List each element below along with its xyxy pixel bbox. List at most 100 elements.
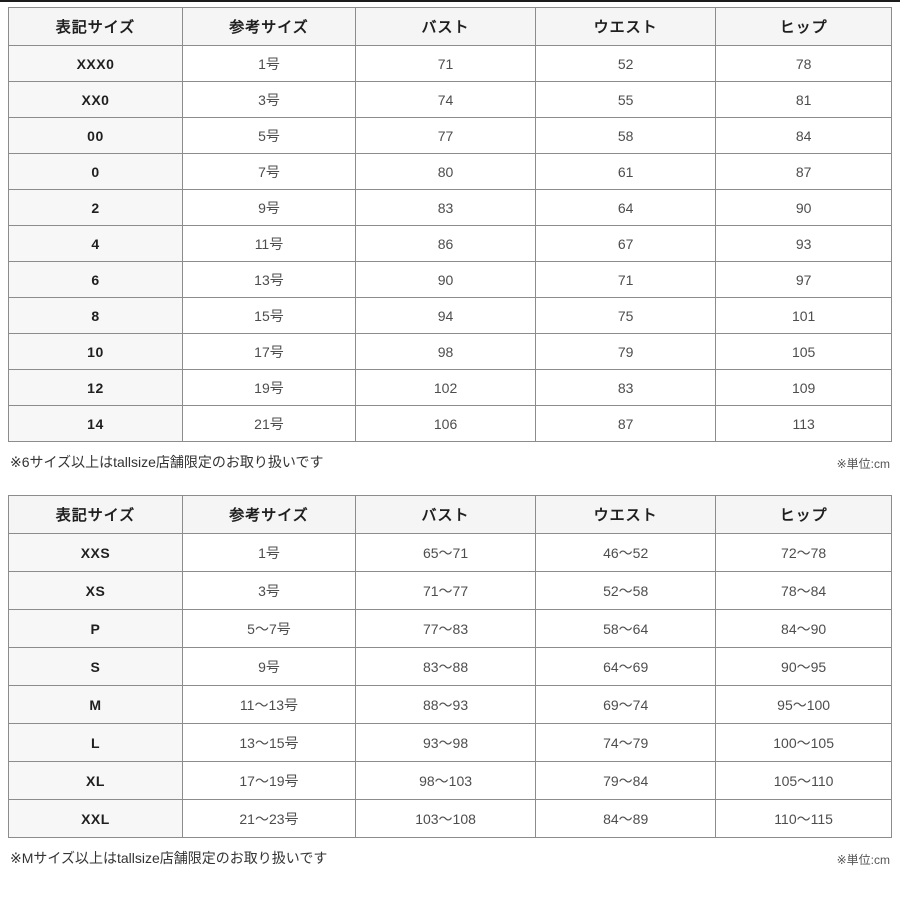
bust-range-cell: 77〜83 [354,609,537,648]
numeric-size-section: 表記サイズ 参考サイズ バスト ウエスト ヒップ XXX0 1号 71 52 7… [8,7,892,472]
bust-value-cell: 83 [354,189,537,226]
bust-value-cell: 98 [354,333,537,370]
hip-value-cell: 81 [715,81,892,118]
bust-range-cell: 88〜93 [354,685,537,724]
reference-size-cell: 9号 [181,189,357,226]
alpha-size-section: 表記サイズ 参考サイズ バスト ウエスト ヒップ XXS 1号 65〜71 46… [8,495,892,868]
numeric-table-notes: ※6サイズ以上はtallsize店舗限定のお取り扱いです ※単位:cm [8,442,892,472]
size-label-cell: 12 [8,369,183,406]
hip-range-cell: 72〜78 [715,533,892,572]
size-label-cell: XL [8,761,183,800]
hip-value-cell: 97 [715,261,892,298]
reference-size-cell: 5号 [181,117,357,154]
hip-value-cell: 87 [715,153,892,190]
table-row: L 13〜15号 93〜98 74〜79 100〜105 [8,723,892,762]
waist-value-cell: 61 [535,153,717,190]
table-row: 0 7号 80 61 87 [8,153,892,190]
table-row: XXL 21〜23号 103〜108 84〜89 110〜115 [8,799,892,838]
hip-value-cell: 90 [715,189,892,226]
hip-value-cell: 105 [715,333,892,370]
table-row: 12 19号 102 83 109 [8,369,892,406]
table-row: 8 15号 94 75 101 [8,297,892,334]
waist-value-cell: 79 [535,333,717,370]
table-row: 00 5号 77 58 84 [8,117,892,154]
bust-value-cell: 106 [354,405,537,442]
reference-size-cell: 5〜7号 [181,609,357,648]
size-label-cell: XXS [8,533,183,572]
table-row: 2 9号 83 64 90 [8,189,892,226]
size-label-cell: XXL [8,799,183,838]
waist-range-cell: 84〜89 [535,799,717,838]
reference-size-cell: 19号 [181,369,357,406]
size-label-cell: 0 [8,153,183,190]
size-label-cell: 14 [8,405,183,442]
waist-value-cell: 87 [535,405,717,442]
size-label-cell: S [8,647,183,686]
hip-range-cell: 90〜95 [715,647,892,686]
size-label-cell: 4 [8,225,183,262]
numeric-size-table: 表記サイズ 参考サイズ バスト ウエスト ヒップ XXX0 1号 71 52 7… [8,7,892,442]
hip-range-cell: 84〜90 [715,609,892,648]
alpha-table-body: XXS 1号 65〜71 46〜52 72〜78 XS 3号 71〜77 52〜… [8,533,892,838]
hip-value-cell: 93 [715,225,892,262]
unit-note: ※単位:cm [836,853,890,867]
waist-value-cell: 75 [535,297,717,334]
col-header-bust: バスト [354,7,537,46]
reference-size-cell: 3号 [181,571,357,610]
col-header-display-size: 表記サイズ [8,495,183,534]
waist-value-cell: 52 [535,45,717,82]
col-header-hip: ヒップ [715,7,892,46]
bust-value-cell: 102 [354,369,537,406]
reference-size-cell: 7号 [181,153,357,190]
size-label-cell: L [8,723,183,762]
waist-range-cell: 79〜84 [535,761,717,800]
col-header-waist: ウエスト [535,7,717,46]
bust-range-cell: 83〜88 [354,647,537,686]
reference-size-cell: 1号 [181,45,357,82]
col-header-display-size: 表記サイズ [8,7,183,46]
reference-size-cell: 15号 [181,297,357,334]
table-row: XXX0 1号 71 52 78 [8,45,892,82]
bust-value-cell: 77 [354,117,537,154]
hip-range-cell: 110〜115 [715,799,892,838]
alpha-table-notes: ※Mサイズ以上はtallsize店舗限定のお取り扱いです ※単位:cm [8,838,892,868]
size-label-cell: 00 [8,117,183,154]
table-row: 14 21号 106 87 113 [8,405,892,442]
table-row: P 5〜7号 77〜83 58〜64 84〜90 [8,609,892,648]
alpha-size-table: 表記サイズ 参考サイズ バスト ウエスト ヒップ XXS 1号 65〜71 46… [8,495,892,838]
hip-value-cell: 84 [715,117,892,154]
table-row: M 11〜13号 88〜93 69〜74 95〜100 [8,685,892,724]
waist-value-cell: 64 [535,189,717,226]
reference-size-cell: 11号 [181,225,357,262]
reference-size-cell: 21号 [181,405,357,442]
size-label-cell: 6 [8,261,183,298]
header-row: 表記サイズ 参考サイズ バスト ウエスト ヒップ [8,7,892,46]
waist-range-cell: 64〜69 [535,647,717,686]
waist-range-cell: 74〜79 [535,723,717,762]
tallsize-availability-note: ※6サイズ以上はtallsize店舗限定のお取り扱いです [10,454,324,470]
bust-value-cell: 71 [354,45,537,82]
bust-range-cell: 98〜103 [354,761,537,800]
tallsize-availability-note: ※Mサイズ以上はtallsize店舗限定のお取り扱いです [10,850,328,866]
reference-size-cell: 13号 [181,261,357,298]
header-row: 表記サイズ 参考サイズ バスト ウエスト ヒップ [8,495,892,534]
waist-value-cell: 55 [535,81,717,118]
col-header-reference-size: 参考サイズ [181,7,357,46]
size-label-cell: M [8,685,183,724]
hip-value-cell: 101 [715,297,892,334]
bust-range-cell: 93〜98 [354,723,537,762]
bust-value-cell: 90 [354,261,537,298]
bust-value-cell: 86 [354,225,537,262]
hip-range-cell: 78〜84 [715,571,892,610]
size-label-cell: P [8,609,183,648]
size-label-cell: XXX0 [8,45,183,82]
table-row: XS 3号 71〜77 52〜58 78〜84 [8,571,892,610]
col-header-reference-size: 参考サイズ [181,495,357,534]
waist-value-cell: 71 [535,261,717,298]
bust-range-cell: 71〜77 [354,571,537,610]
waist-range-cell: 69〜74 [535,685,717,724]
table-row: 6 13号 90 71 97 [8,261,892,298]
waist-range-cell: 58〜64 [535,609,717,648]
table-row: XL 17〜19号 98〜103 79〜84 105〜110 [8,761,892,800]
reference-size-cell: 13〜15号 [181,723,357,762]
